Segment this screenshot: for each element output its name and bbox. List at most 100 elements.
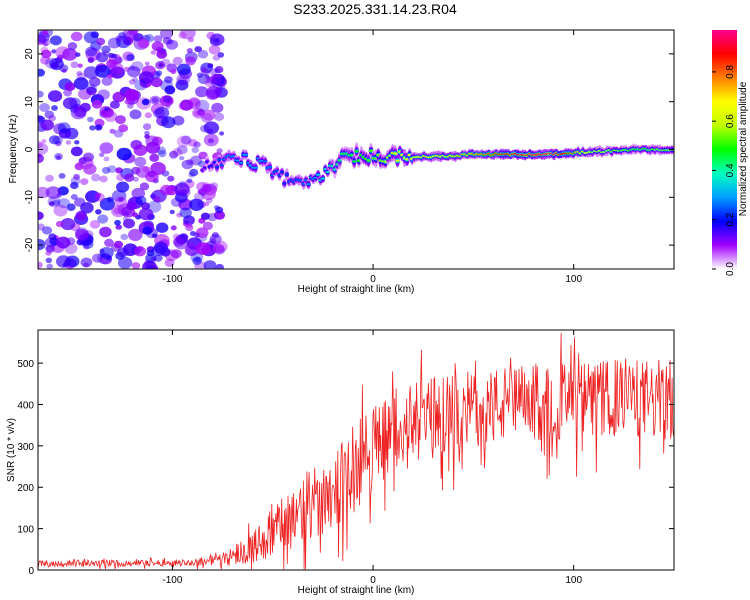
noise-cell (126, 54, 135, 61)
noise-cell (120, 233, 129, 241)
noise-cell (91, 99, 103, 109)
noise-cell (99, 226, 112, 238)
ridge-cell (366, 159, 371, 162)
noise-cell (91, 173, 101, 182)
ridge-cell (354, 150, 359, 153)
noise-cell (189, 198, 204, 211)
noise-cell (127, 66, 141, 78)
noise-cell (156, 222, 169, 233)
noise-cell (180, 135, 192, 145)
noise-cell (201, 109, 216, 121)
y-tick-label: -20 (24, 237, 35, 252)
noise-cell (159, 30, 174, 40)
noise-cell (62, 97, 78, 110)
noise-cell (52, 199, 60, 206)
noise-cell (145, 253, 157, 263)
snr-panel: -100 0 100 0 100 200 300 400 500 Height of strai… (6, 329, 675, 596)
noise-cell (128, 79, 136, 85)
noise-cell (202, 221, 213, 231)
noise-cell (95, 209, 102, 215)
noise-cell (46, 263, 53, 269)
noise-cell (124, 99, 131, 105)
noise-cell (153, 35, 163, 43)
noise-cell (101, 76, 113, 86)
noise-cell (107, 165, 117, 174)
noise-cell (206, 86, 222, 99)
noise-cell (45, 186, 61, 199)
noise-cell (214, 210, 225, 220)
noise-cell (193, 192, 205, 202)
noise-cell (209, 68, 218, 76)
noise-cell (44, 110, 55, 119)
snr-series-line (38, 332, 674, 570)
x-tick-label: 0 (370, 274, 376, 285)
noise-cell (116, 181, 130, 193)
noise-cell (39, 103, 50, 112)
noise-cell (176, 135, 191, 148)
noise-cell (214, 205, 220, 210)
noise-cell (47, 196, 61, 208)
noise-cell (176, 73, 191, 86)
ridge-cell (315, 173, 321, 176)
x-tick-label: -100 (162, 274, 182, 285)
noise-cell (85, 46, 98, 57)
noise-cell (132, 212, 138, 218)
noise-cell (146, 265, 154, 269)
noise-cell (216, 148, 223, 154)
noise-cell (206, 197, 213, 204)
noise-cell (49, 58, 64, 71)
colorbar-ticks: 0.0 0.2 0.4 0.6 0.8 (712, 64, 736, 276)
noise-cell (207, 128, 214, 134)
noise-cell (86, 86, 97, 96)
noise-cell (38, 115, 46, 124)
noise-cell (134, 156, 147, 167)
noise-cell (194, 256, 201, 262)
noise-cell (196, 72, 203, 78)
noise-cell (153, 254, 163, 262)
noise-cell (153, 241, 168, 254)
noise-cell (104, 111, 118, 122)
noise-cell (138, 208, 154, 221)
noise-cell (41, 226, 53, 235)
noise-cell (80, 178, 89, 186)
noise-cell (87, 57, 95, 63)
noise-cell (38, 68, 45, 77)
noise-cell (170, 69, 177, 75)
noise-cell (150, 50, 156, 55)
noise-cell (211, 102, 224, 113)
noise-cell (48, 135, 60, 145)
noise-cell (187, 98, 201, 110)
noise-cell (152, 108, 165, 119)
noise-cell (123, 66, 130, 72)
ridge-cell (267, 165, 273, 169)
colorbar-tick-label: 0.6 (725, 114, 736, 128)
noise-cell (73, 77, 89, 90)
noise-cell (70, 194, 78, 200)
noise-cell (203, 133, 219, 147)
noise-cell (179, 156, 185, 161)
noise-cell (80, 257, 93, 268)
colorbar-tick-label: 0.2 (725, 212, 736, 226)
noise-cell (64, 82, 76, 92)
noise-cell (123, 218, 135, 229)
snr-marks (38, 332, 674, 570)
noise-cell (57, 198, 71, 209)
noise-cell (57, 122, 71, 133)
noise-cell (99, 175, 108, 183)
noise-cell (45, 250, 52, 256)
noise-cell (151, 41, 164, 52)
noise-cell (132, 176, 139, 182)
noise-cell (161, 116, 176, 129)
noise-cell (89, 125, 96, 131)
colorbar-tick-label: 0.0 (725, 262, 736, 276)
noise-cell (211, 76, 225, 89)
noise-cell (207, 63, 214, 69)
noise-cell (209, 74, 223, 85)
noise-cell (94, 124, 103, 131)
noise-cell (185, 245, 198, 256)
noise-cell (142, 166, 151, 173)
noise-cell (75, 229, 89, 241)
noise-cell (70, 106, 87, 120)
